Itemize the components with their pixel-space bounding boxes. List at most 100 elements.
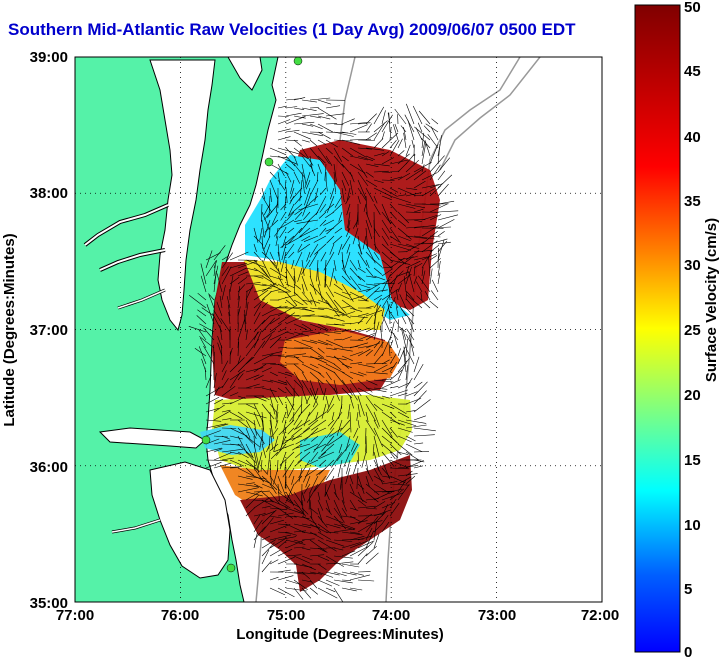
current-vector bbox=[301, 371, 309, 383]
current-vector bbox=[389, 259, 411, 265]
current-vector bbox=[237, 373, 244, 381]
current-vector bbox=[253, 353, 274, 365]
current-vector bbox=[261, 387, 277, 392]
current-vector bbox=[289, 403, 303, 422]
current-vector bbox=[317, 275, 321, 286]
current-vector bbox=[205, 260, 217, 277]
current-vector bbox=[347, 403, 351, 419]
current-vector bbox=[333, 347, 353, 352]
current-vector bbox=[317, 379, 324, 395]
current-vector bbox=[229, 372, 241, 389]
current-vector bbox=[292, 411, 295, 422]
current-vector bbox=[205, 252, 221, 261]
current-vector bbox=[217, 342, 223, 357]
current-vector bbox=[261, 517, 274, 533]
current-vector bbox=[333, 275, 338, 284]
current-vector bbox=[311, 419, 327, 431]
current-vector bbox=[310, 451, 319, 462]
current-vector bbox=[269, 179, 279, 200]
current-vector bbox=[365, 275, 377, 278]
current-vector bbox=[301, 555, 313, 561]
current-vector bbox=[269, 387, 278, 404]
current-vector bbox=[261, 211, 270, 230]
current-vector-field bbox=[188, 97, 459, 602]
current-vector bbox=[429, 155, 445, 173]
current-vector bbox=[341, 283, 354, 302]
current-vector bbox=[344, 251, 351, 268]
current-vector bbox=[269, 336, 282, 349]
current-vector bbox=[213, 423, 229, 429]
current-vector bbox=[277, 531, 291, 534]
current-vector bbox=[381, 492, 403, 501]
current-vector bbox=[325, 147, 333, 155]
current-vector bbox=[418, 110, 431, 125]
current-vector bbox=[405, 266, 412, 285]
current-vector bbox=[325, 467, 335, 481]
current-vector bbox=[317, 331, 330, 336]
current-vector bbox=[349, 321, 363, 325]
current-vector bbox=[397, 150, 405, 157]
current-vector bbox=[301, 314, 315, 317]
current-vector bbox=[389, 451, 396, 460]
current-vector bbox=[401, 327, 407, 341]
current-vector bbox=[261, 499, 281, 510]
current-vector bbox=[373, 297, 382, 309]
current-vector bbox=[229, 459, 245, 467]
current-vector bbox=[291, 427, 303, 437]
current-vector bbox=[341, 531, 363, 536]
current-vector bbox=[269, 155, 289, 159]
radar-station-marker bbox=[201, 435, 211, 445]
current-vector bbox=[341, 329, 350, 333]
current-vector bbox=[317, 99, 332, 105]
current-vector bbox=[293, 107, 305, 110]
current-vector bbox=[413, 154, 416, 165]
current-vector bbox=[381, 187, 398, 197]
current-vector bbox=[406, 298, 415, 309]
current-vector bbox=[263, 243, 271, 262]
current-vector bbox=[357, 163, 368, 178]
current-vector bbox=[413, 356, 420, 373]
current-vector bbox=[293, 275, 295, 295]
current-vector bbox=[205, 459, 228, 461]
current-vector bbox=[317, 347, 325, 354]
current-vector bbox=[389, 203, 398, 213]
current-vector bbox=[365, 545, 377, 557]
current-vector bbox=[389, 187, 399, 193]
current-vector bbox=[405, 377, 413, 389]
current-vector bbox=[253, 513, 266, 517]
current-vector bbox=[287, 227, 303, 245]
current-vector bbox=[373, 138, 384, 149]
current-vector bbox=[380, 325, 383, 341]
current-vector bbox=[303, 443, 319, 452]
current-vector bbox=[327, 435, 343, 447]
current-vector bbox=[389, 467, 410, 470]
current-vector bbox=[269, 363, 287, 366]
current-vector bbox=[357, 535, 373, 541]
current-vector bbox=[405, 338, 408, 357]
current-vector bbox=[421, 267, 424, 277]
current-vector bbox=[341, 139, 360, 145]
current-vector bbox=[365, 379, 378, 386]
current-vector bbox=[381, 481, 398, 485]
current-vector bbox=[397, 347, 406, 365]
current-vector bbox=[261, 549, 270, 565]
current-vector bbox=[213, 462, 232, 469]
current-vector bbox=[357, 195, 361, 204]
current-vector bbox=[237, 451, 249, 459]
current-vector bbox=[365, 513, 384, 517]
current-vector bbox=[317, 339, 333, 346]
current-vector bbox=[381, 131, 385, 141]
current-vector bbox=[349, 291, 368, 302]
current-vector bbox=[285, 403, 289, 417]
current-vector bbox=[311, 435, 319, 442]
current-vector bbox=[381, 110, 386, 125]
current-vector bbox=[303, 235, 319, 242]
current-vector bbox=[365, 403, 376, 422]
current-vector bbox=[301, 499, 304, 516]
current-vector bbox=[285, 315, 300, 317]
current-vector bbox=[293, 523, 312, 529]
current-vector bbox=[303, 483, 311, 494]
current-vector bbox=[285, 171, 292, 183]
current-vector bbox=[213, 440, 231, 445]
current-vector bbox=[424, 139, 431, 157]
